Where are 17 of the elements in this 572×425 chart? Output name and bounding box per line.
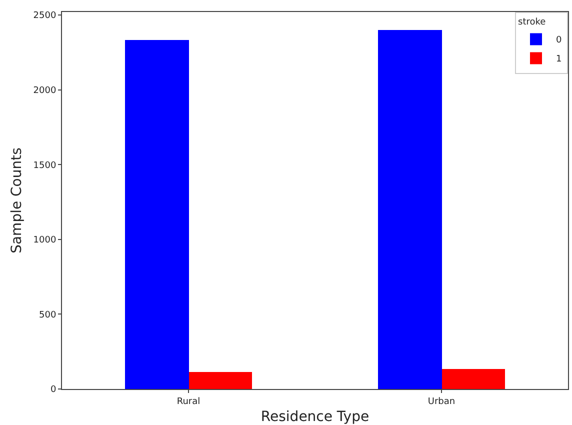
y-tick-label: 0 (50, 385, 56, 396)
x-axis-title: Residence Type (260, 409, 370, 425)
legend-label: 1 (556, 54, 562, 65)
y-axis-title: Sample Counts (8, 148, 25, 254)
legend-label: 0 (556, 36, 562, 46)
bar (189, 372, 252, 389)
legend-title: stroke (518, 18, 546, 28)
bar (125, 40, 189, 389)
y-tick-label: 500 (39, 310, 56, 320)
y-tick-label: 2000 (33, 86, 56, 96)
x-tick-label: Rural (176, 396, 200, 407)
y-tick-label: 1500 (33, 160, 56, 171)
y-tick-label: 2500 (33, 11, 56, 22)
x-tick-label: Urban (428, 396, 456, 407)
bar (378, 30, 442, 389)
bar (442, 369, 505, 389)
y-tick-label: 1000 (33, 236, 56, 246)
